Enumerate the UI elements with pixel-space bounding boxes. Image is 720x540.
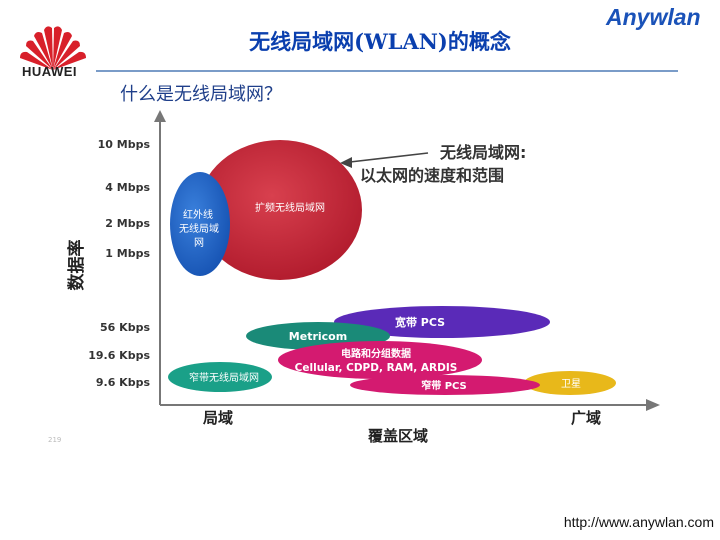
region-spread-wlan-label: 扩频无线局域网 — [255, 201, 325, 214]
region-circuit-packet — [278, 341, 482, 379]
subtitle: 什么是无线局域网？ — [120, 84, 282, 105]
region-narrowband-wlan-label: 窄带无线局域网 — [189, 371, 259, 384]
region-narrowband-wlan — [168, 362, 272, 392]
x-tick-wide: 广域 — [571, 409, 601, 427]
region-ir-label-3: 网 — [194, 237, 204, 249]
slide-number: 219 — [48, 436, 62, 444]
region-narrowband-pcs — [350, 375, 540, 395]
y-tick-19-6kbps: 19.6 Kbps — [88, 349, 150, 362]
x-axis-arrow-icon — [646, 399, 660, 411]
y-axis-arrow-icon — [154, 110, 166, 122]
region-metricom-label: Metricom — [289, 330, 347, 343]
region-satellite-label: 卫星 — [561, 378, 581, 390]
region-ir-label-1: 红外线 — [183, 208, 213, 221]
region-spread-wlan — [198, 140, 362, 280]
region-ir-label-2: 无线局域 — [179, 222, 219, 235]
logo-wordmark: HUAWEI — [22, 64, 77, 79]
region-satellite — [524, 371, 616, 395]
y-tick-56kbps: 56 Kbps — [100, 321, 150, 334]
region-broadband-pcs-label: 宽带 PCS — [394, 315, 445, 329]
y-tick-4mbps: 4 Mbps — [105, 181, 150, 194]
x-axis-label: 覆盖区域 — [368, 427, 428, 445]
y-tick-2mbps: 2 Mbps — [105, 217, 150, 230]
header-divider — [96, 70, 678, 72]
callout-arrow — [349, 152, 429, 163]
brand-logo: Anywlan — [606, 4, 701, 30]
region-narrowband-pcs-label: 窄带 PCS — [421, 379, 467, 392]
region-infrared-wlan — [170, 172, 230, 276]
y-tick-9-6kbps: 9.6 Kbps — [96, 376, 151, 389]
region-circuit-label-2: Cellular, CDPD, RAM, ARDIS — [295, 362, 458, 374]
huawei-logo-icon — [20, 26, 86, 70]
footer-url[interactable]: http://www.anywlan.com — [563, 514, 714, 530]
callout-arrow-head-icon — [340, 157, 352, 168]
callout-line-1: 无线局域网: — [439, 143, 526, 162]
x-tick-local: 局域 — [202, 409, 233, 427]
callout-line-2: 以太网的速度和范围 — [360, 166, 504, 185]
region-circuit-label-1: 电路和分组数据 — [341, 347, 411, 360]
region-broadband-pcs — [334, 306, 550, 338]
y-tick-1mbps: 1 Mbps — [105, 247, 150, 260]
y-tick-10mbps: 10 Mbps — [98, 138, 151, 151]
y-axis-label: 数据率 — [66, 240, 87, 291]
page-title: 无线局域网(WLAN)的概念 — [249, 29, 511, 54]
